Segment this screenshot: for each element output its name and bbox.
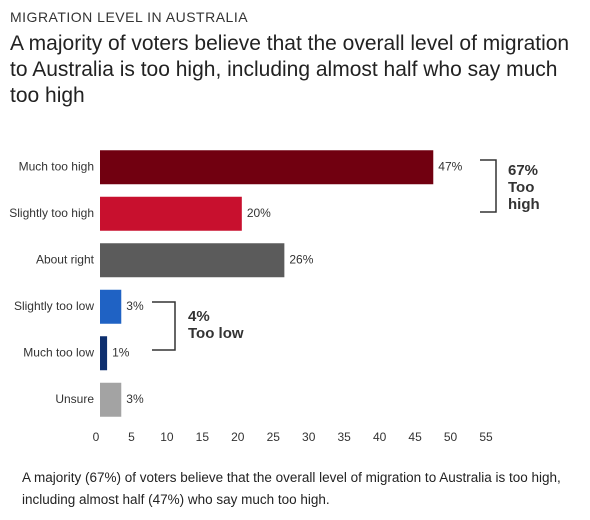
chart-title: A majority of voters believe that the ov… — [10, 32, 570, 107]
x-tick-label: 0 — [93, 430, 100, 444]
caption: A majority (67%) of voters believe that … — [22, 470, 561, 507]
bar — [100, 382, 122, 417]
bar — [100, 336, 108, 371]
y-tick-label: Slightly too high — [9, 206, 94, 220]
x-tick-label: 15 — [196, 430, 210, 444]
annotation: 4% Too low — [188, 308, 268, 342]
value-label: 1% — [112, 345, 130, 359]
annotation-value: 4% — [188, 308, 210, 325]
bracket — [480, 159, 497, 213]
x-tick-label: 30 — [302, 430, 316, 444]
value-label: 3% — [126, 299, 144, 313]
bracket — [152, 301, 176, 351]
value-label: 26% — [289, 252, 313, 266]
bar — [100, 196, 242, 231]
annotation-text: Too low — [188, 325, 244, 342]
y-tick-label: Unsure — [55, 392, 94, 406]
x-tick-label: 50 — [444, 430, 458, 444]
kicker: MIGRATION LEVEL IN AUSTRALIA — [10, 9, 249, 25]
x-tick-label: 5 — [128, 430, 135, 444]
annotation-text: Too high — [508, 179, 540, 213]
y-tick-label: Much too high — [19, 159, 94, 173]
x-tick-label: 25 — [267, 430, 281, 444]
annotation-value: 67% — [508, 162, 539, 179]
bar — [100, 289, 122, 324]
value-label: 47% — [438, 159, 462, 173]
value-label: 20% — [247, 206, 271, 220]
y-tick-label: About right — [36, 252, 95, 266]
x-tick-label: 35 — [338, 430, 352, 444]
x-tick-label: 10 — [160, 430, 174, 444]
y-tick-label: Slightly too low — [14, 299, 94, 313]
annotation: 67% Too high — [508, 162, 558, 213]
x-tick-label: 45 — [408, 430, 422, 444]
value-label: 3% — [126, 392, 144, 406]
chart: 0 5 10 15 20 25 30 35 40 45 50 55 Much too high 47% Sl… — [9, 150, 497, 444]
x-tick-label: 55 — [479, 430, 493, 444]
bar — [100, 243, 285, 278]
x-tick-label: 40 — [373, 430, 387, 444]
y-tick-label: Much too low — [23, 345, 94, 359]
bar — [100, 150, 434, 185]
x-tick-label: 20 — [231, 430, 245, 444]
